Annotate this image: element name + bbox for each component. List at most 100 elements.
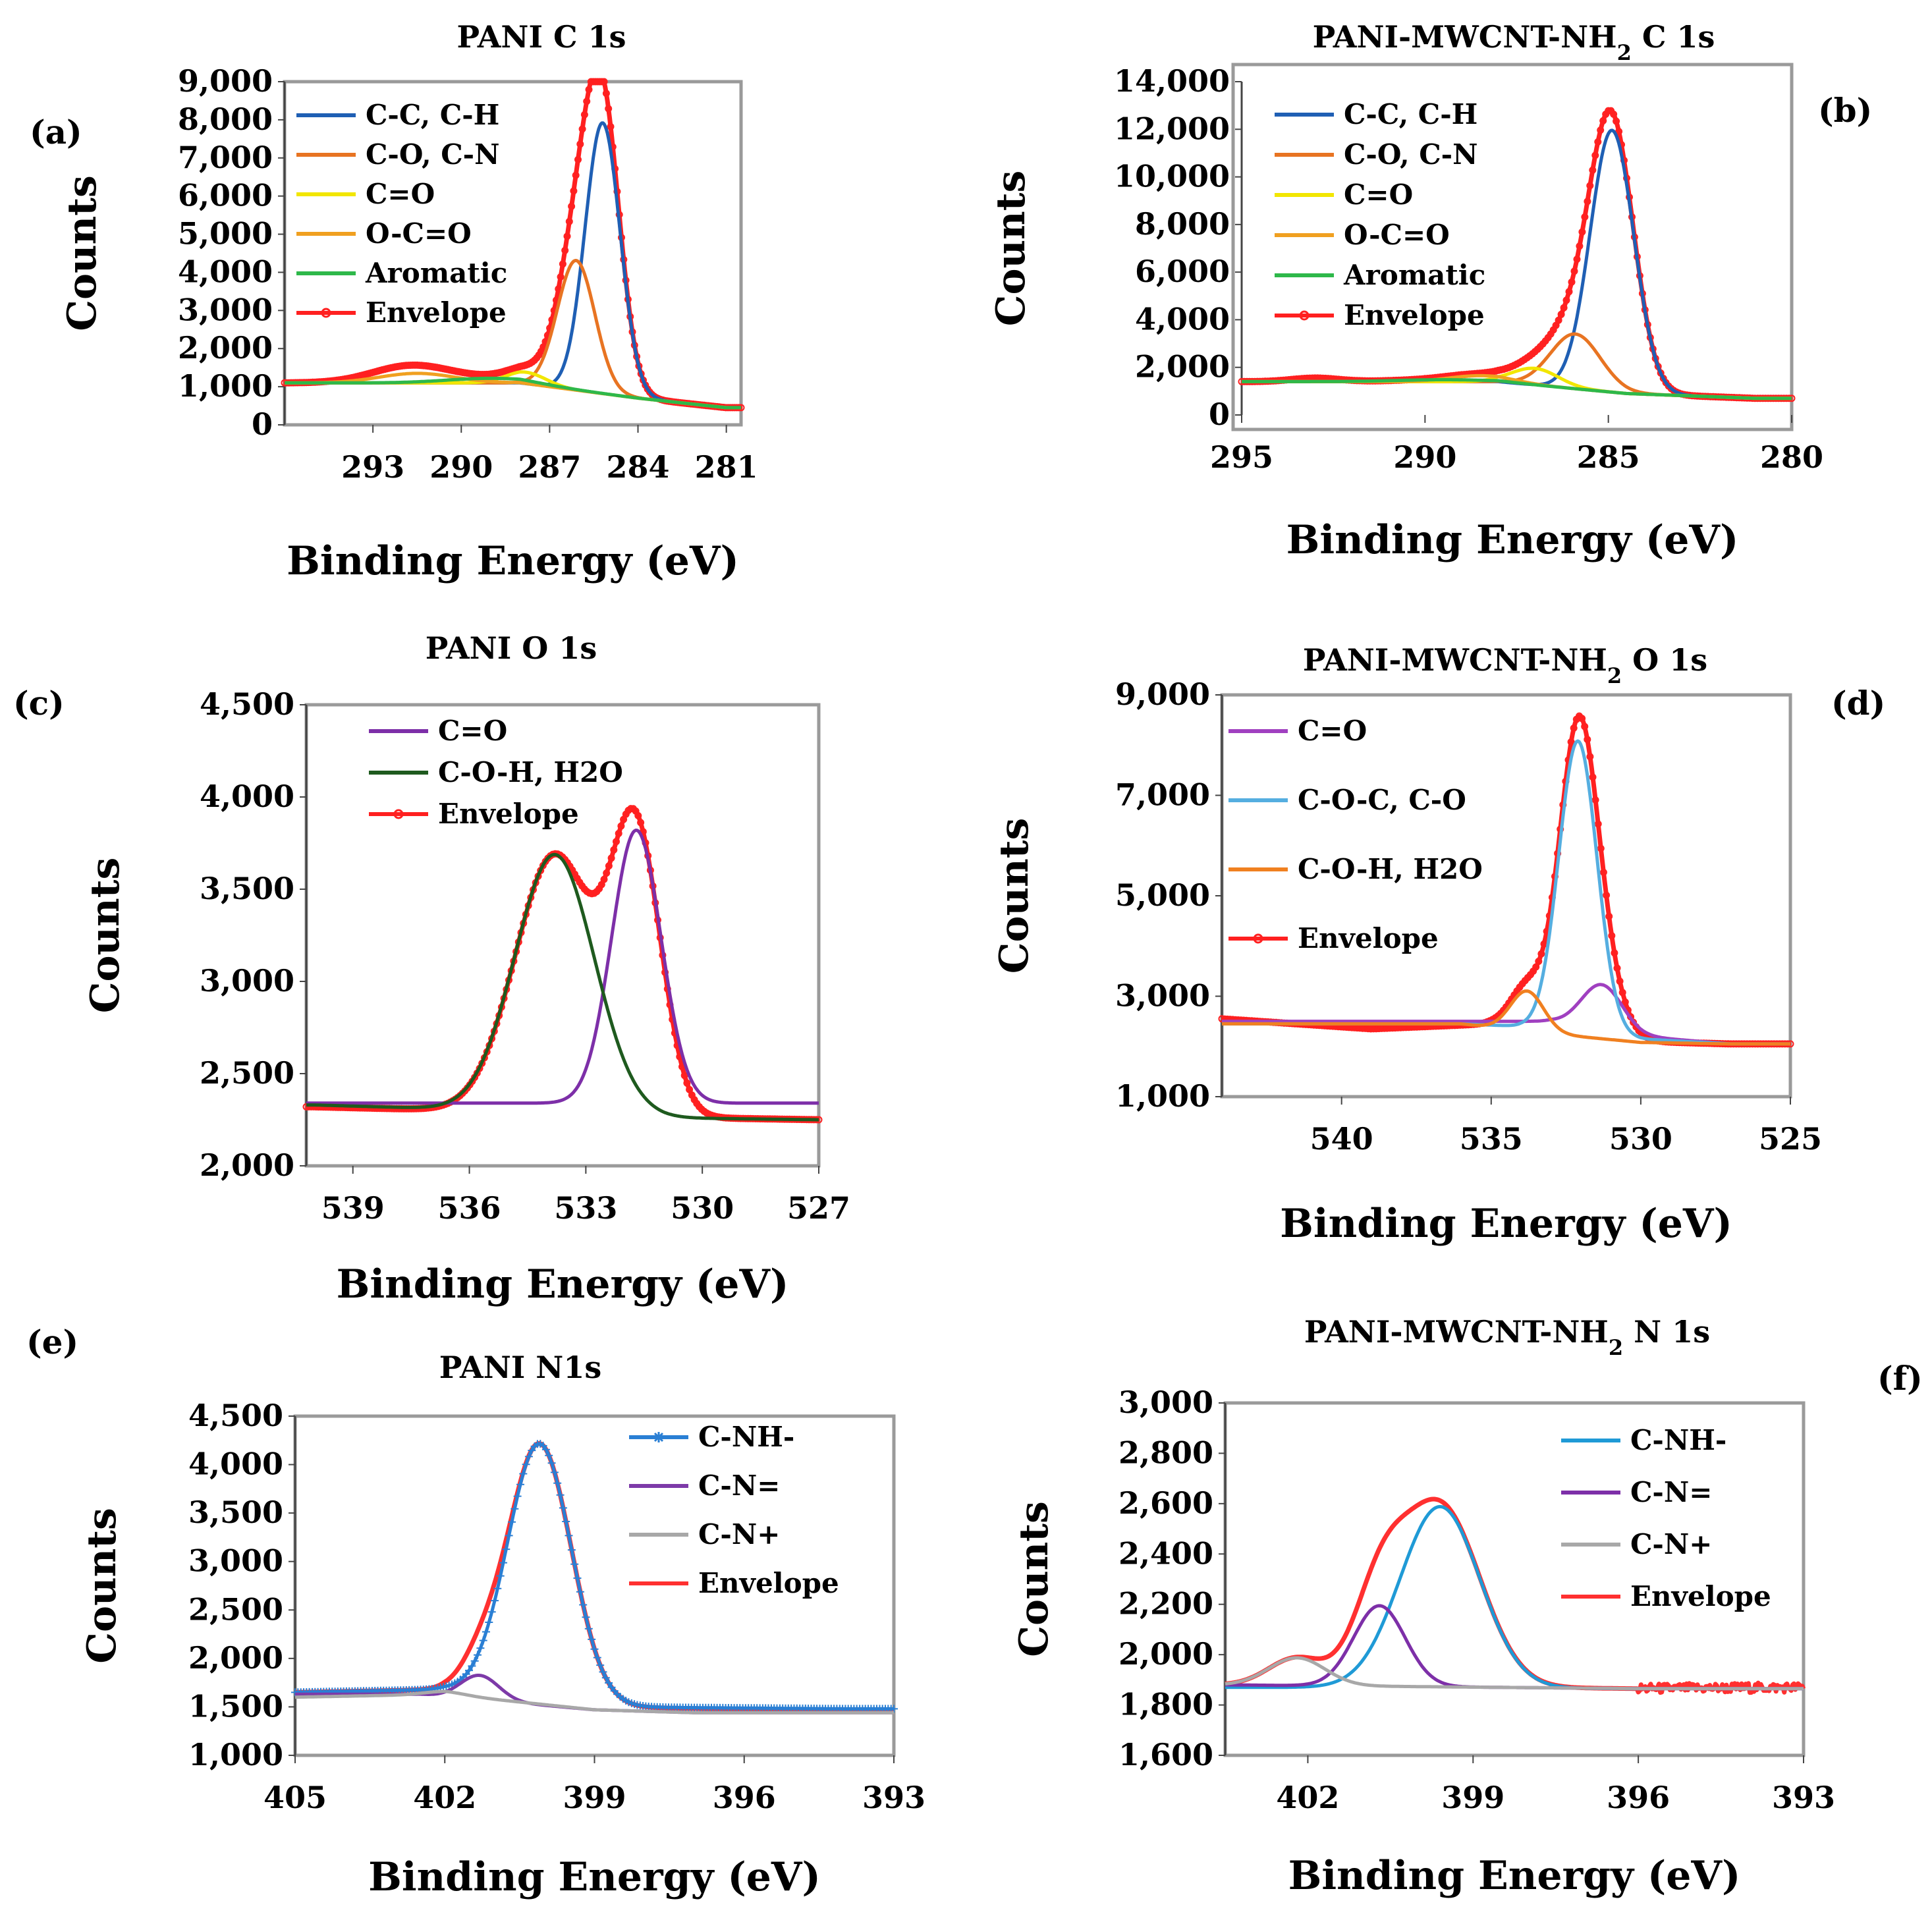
- panel-label: (e): [26, 1323, 78, 1361]
- y-tick-label: 1,800: [1118, 1687, 1213, 1722]
- x-tick-label: 293: [341, 449, 404, 485]
- envelope-marker: [585, 86, 593, 94]
- chart-panel-f: PANI-MWCNT-NH2 N 1s (f) 1,600 1,800 2,000 2,2…: [1011, 1314, 1923, 1899]
- legend-marker: [321, 308, 331, 318]
- y-tick-label: 3,000: [188, 1543, 283, 1579]
- legend-label: C=O: [1298, 715, 1367, 747]
- x-axis-title: Binding Energy (eV): [287, 538, 739, 584]
- star-marker: [522, 1460, 530, 1469]
- x-tick-label: 535: [1460, 1121, 1523, 1157]
- y-tick-label: 4,000: [1135, 301, 1230, 337]
- series-line-c-o-h-h2o: [1221, 989, 1791, 1046]
- x-tick-label: 530: [1609, 1121, 1672, 1157]
- envelope-marker: [1584, 736, 1591, 744]
- envelope-marker: [615, 829, 622, 837]
- star-marker: [596, 1661, 605, 1670]
- envelope-marker: [607, 854, 615, 862]
- series-line-c-o: [1221, 983, 1791, 1046]
- envelope-marker: [598, 78, 606, 86]
- y-axis-title: Counts: [991, 818, 1037, 974]
- y-tick-label: 1,000: [1115, 1078, 1210, 1114]
- series-line-aromatic: [1241, 378, 1792, 400]
- envelope-marker: [1610, 110, 1618, 118]
- envelope-marker: [605, 862, 613, 870]
- y-tick-label: 2,000: [188, 1640, 283, 1676]
- envelope-marker: [1599, 117, 1607, 124]
- envelope-marker: [1594, 138, 1602, 146]
- y-axis-title: Counts: [988, 171, 1034, 327]
- envelope-marker: [1584, 198, 1591, 206]
- star-marker: [590, 1645, 599, 1653]
- star-marker: [541, 1445, 550, 1454]
- legend-label: Envelope: [366, 296, 507, 329]
- y-tick-label: 4,500: [200, 686, 294, 722]
- star-marker: [567, 1546, 576, 1554]
- envelope-marker: [1591, 151, 1599, 159]
- envelope-marker: [1567, 738, 1575, 746]
- y-tick-label: 4,500: [188, 1398, 283, 1433]
- legend-label: C-NH-: [1630, 1424, 1726, 1456]
- envelope-marker: [576, 140, 584, 148]
- legend-label: Aromatic: [365, 257, 507, 289]
- y-tick-label: 0: [1209, 397, 1230, 432]
- chart-panel-d: PANI-MWCNT-NH2 O 1s (d) 1,000 3,000 5,000 7,0…: [991, 642, 1885, 1247]
- x-tick-label: 399: [563, 1780, 626, 1815]
- x-tick-label: 527: [787, 1190, 850, 1226]
- x-tick-label: 284: [607, 449, 670, 485]
- x-axis-title: Binding Energy (eV): [368, 1854, 821, 1900]
- chart-title: PANI-MWCNT-NH2 O 1s: [1303, 642, 1707, 688]
- envelope-marker: [559, 260, 566, 268]
- envelope-marker: [602, 90, 610, 97]
- star-marker: [516, 1480, 524, 1489]
- star-marker: [584, 1624, 593, 1633]
- envelope-marker: [1586, 182, 1594, 190]
- y-tick-label: 3,000: [178, 292, 273, 327]
- envelope-marker: [1535, 958, 1543, 965]
- x-tick-label: 280: [1760, 439, 1823, 475]
- y-tick-label: 2,600: [1118, 1485, 1213, 1521]
- x-tick-label: 393: [1772, 1780, 1835, 1815]
- star-marker: [576, 1587, 584, 1596]
- star-marker: [547, 1459, 556, 1467]
- star-marker: [573, 1574, 582, 1582]
- legend-label: Envelope: [1630, 1580, 1771, 1612]
- series-line-envelope: [283, 79, 742, 410]
- chart-title: PANI-MWCNT-NH2 C 1s: [1313, 19, 1715, 65]
- legend-label: C=O: [438, 715, 507, 747]
- star-marker: [582, 1613, 590, 1622]
- legend-label: C-O, C-N: [366, 138, 499, 171]
- star-marker: [579, 1601, 588, 1609]
- star-marker: [601, 1674, 610, 1682]
- star-marker: [599, 1668, 607, 1676]
- legend: C-C, C-H C-O, C-N C=O O-C=O Aromatic Envelope: [1275, 98, 1485, 331]
- envelope-marker: [600, 875, 608, 883]
- star-marker: [468, 1662, 476, 1670]
- star-marker: [519, 1469, 528, 1478]
- envelope-marker: [1576, 242, 1584, 250]
- star-marker: [511, 1504, 519, 1513]
- envelope-marker: [578, 125, 586, 133]
- chart-title: PANI C 1s: [456, 19, 626, 55]
- y-tick-label: 9,000: [178, 63, 273, 99]
- legend-label: C=O: [1344, 178, 1413, 211]
- y-tick-label: 2,200: [1118, 1586, 1213, 1622]
- envelope-marker: [1578, 715, 1586, 723]
- x-tick-label: 525: [1759, 1121, 1822, 1157]
- y-tick-label: 8,000: [1135, 206, 1230, 242]
- y-tick-label: 9,000: [1115, 676, 1210, 712]
- star-marker: [479, 1636, 487, 1645]
- y-tick-label: 1,000: [188, 1737, 283, 1772]
- chart-panel-c: PANI O 1s (c) 2,000 2,500 3,000 3,500 4,000 4,5…: [13, 630, 850, 1307]
- star-marker: [550, 1468, 559, 1477]
- x-tick-label: 295: [1210, 439, 1273, 475]
- x-axis-title: Binding Energy (eV): [1280, 1201, 1732, 1247]
- envelope-marker: [1532, 963, 1540, 971]
- x-tick-label: 281: [695, 449, 758, 485]
- envelope-marker: [1589, 773, 1597, 781]
- envelope-marker: [535, 351, 543, 359]
- legend: C-C, C-H C-O, C-N C=O O-C=O Aromatic Envelope: [296, 99, 507, 329]
- y-tick-label: 12,000: [1114, 111, 1230, 146]
- star-marker: [553, 1479, 562, 1487]
- chart-title: PANI N1s: [439, 1350, 601, 1385]
- envelope-marker: [1597, 126, 1605, 134]
